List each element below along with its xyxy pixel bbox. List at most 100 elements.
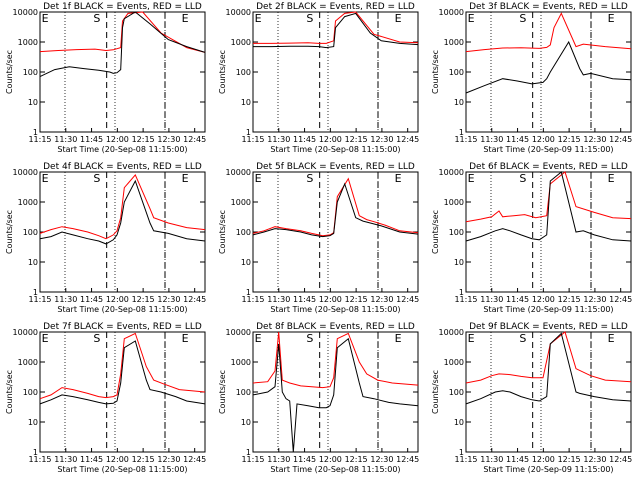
x-tick-label: 11:15 [28, 455, 51, 464]
event-marker: E [255, 332, 262, 345]
x-tick-label: 11:45 [506, 455, 529, 464]
x-tick-label: 12:15 [132, 135, 155, 144]
x-tick-label: 12:45 [183, 295, 206, 304]
y-tick-label: 100 [23, 388, 38, 397]
event-marker: E [42, 332, 49, 345]
x-tick-label: 11:15 [454, 295, 477, 304]
y-tick-label: 1 [246, 288, 251, 297]
event-marker: E [182, 12, 189, 25]
y-tick-label: 100 [23, 68, 38, 77]
y-tick-label: 100 [236, 228, 251, 237]
event-marker: S [519, 12, 526, 25]
y-axis-label: Counts/sec [218, 50, 227, 94]
event-marker: E [395, 172, 402, 185]
panel-title: Det 4f BLACK = Events, RED = LLD [43, 162, 202, 172]
y-tick-label: 1 [33, 288, 38, 297]
event-marker: E [468, 172, 475, 185]
event-marker: S [93, 12, 100, 25]
x-tick-label: 11:45 [293, 455, 316, 464]
x-tick-label: 12:15 [558, 455, 581, 464]
event-marker: E [468, 12, 475, 25]
panel-title: Det 2f BLACK = Events, RED = LLD [256, 2, 415, 12]
panel-det-1: Det 1f BLACK = Events, RED = LLD 1 10 100 10… [5, 2, 206, 154]
x-tick-label: 11:15 [454, 455, 477, 464]
y-tick-label: 10000 [13, 8, 38, 17]
event-marker: E [608, 332, 615, 345]
x-tick-label: 12:30 [583, 455, 606, 464]
series-red-lld [465, 331, 632, 384]
x-tick-label: 12:45 [183, 455, 206, 464]
y-tick-label: 1 [33, 448, 38, 457]
x-axis-label: Start Time (20-Sep-09 11:15:00) [483, 305, 613, 314]
x-tick-label: 12:15 [558, 135, 581, 144]
y-tick-label: 1000 [18, 198, 38, 207]
y-tick-label: 1000 [18, 38, 38, 47]
y-tick-label: 1000 [231, 198, 251, 207]
x-tick-label: 12:30 [157, 135, 180, 144]
x-tick-label: 12:00 [106, 455, 129, 464]
x-tick-label: 12:15 [345, 295, 368, 304]
y-tick-label: 10 [454, 258, 464, 267]
y-tick-label: 10000 [439, 168, 464, 177]
x-tick-label: 12:15 [345, 455, 368, 464]
x-tick-label: 11:45 [506, 295, 529, 304]
panel-det-4: Det 4f BLACK = Events, RED = LLD 1 10 100 10… [5, 162, 206, 314]
y-tick-label: 1 [246, 448, 251, 457]
x-tick-label: 11:15 [241, 455, 264, 464]
x-axis-label: Start Time (20-Sep-09 11:15:00) [483, 465, 613, 474]
x-axis-label: Start Time (20-Sep-08 11:15:00) [270, 305, 400, 314]
x-tick-label: 12:00 [106, 135, 129, 144]
y-tick-label: 1 [246, 128, 251, 137]
x-axis-label: Start Time (20-Sep-08 11:15:00) [270, 145, 400, 154]
series-black-events [39, 11, 206, 78]
panel-title: Det 6f BLACK = Events, RED = LLD [469, 162, 628, 172]
event-marker: S [519, 172, 526, 185]
y-axis-label: Counts/sec [431, 50, 440, 94]
panel-det-2: Det 2f BLACK = Events, RED = LLD 1 10 100 10… [218, 2, 419, 154]
y-tick-label: 10 [454, 418, 464, 427]
y-tick-label: 100 [23, 228, 38, 237]
x-axis-label: Start Time (20-Sep-08 11:15:00) [57, 145, 187, 154]
y-tick-label: 10000 [439, 328, 464, 337]
panel-det-3: Det 3f BLACK = Events, RED = LLD 1 10 100 10… [431, 2, 632, 154]
y-tick-label: 10000 [226, 168, 251, 177]
x-tick-label: 12:15 [558, 295, 581, 304]
y-tick-label: 10000 [226, 328, 251, 337]
y-tick-label: 100 [236, 388, 251, 397]
event-marker: S [306, 332, 313, 345]
x-axis-label: Start Time (20-Sep-08 11:15:00) [57, 465, 187, 474]
x-tick-label: 11:15 [454, 135, 477, 144]
y-tick-label: 1000 [444, 358, 464, 367]
panel-det-8: Det 8f BLACK = Events, RED = LLD 1 10 100 10… [218, 322, 419, 474]
x-tick-label: 12:00 [532, 455, 555, 464]
x-tick-label: 12:30 [370, 455, 393, 464]
y-axis-label: Counts/sec [5, 210, 14, 254]
event-marker: E [42, 172, 49, 185]
series-red-lld [39, 173, 206, 240]
x-tick-label: 12:45 [609, 295, 632, 304]
x-tick-label: 12:30 [370, 135, 393, 144]
x-tick-label: 11:30 [267, 135, 290, 144]
series-black-events [253, 12, 419, 49]
y-tick-label: 100 [236, 68, 251, 77]
event-marker: E [468, 332, 475, 345]
y-axis-label: Counts/sec [5, 370, 14, 414]
y-axis-label: Counts/sec [5, 50, 14, 94]
x-tick-label: 12:45 [396, 135, 419, 144]
x-tick-label: 11:30 [267, 455, 290, 464]
x-tick-label: 11:45 [80, 135, 103, 144]
x-tick-label: 12:45 [609, 135, 632, 144]
y-tick-label: 10000 [13, 328, 38, 337]
x-tick-label: 11:45 [293, 295, 316, 304]
y-axis-label: Counts/sec [431, 210, 440, 254]
x-tick-label: 12:00 [319, 135, 342, 144]
panel-det-7: Det 7f BLACK = Events, RED = LLD 1 10 100 10… [5, 322, 206, 474]
x-axis-label: Start Time (20-Sep-08 11:15:00) [57, 305, 187, 314]
series-black-events [252, 182, 419, 238]
y-axis-label: Counts/sec [218, 210, 227, 254]
y-tick-label: 1000 [18, 358, 38, 367]
x-tick-label: 12:30 [157, 295, 180, 304]
x-tick-label: 12:30 [583, 295, 606, 304]
